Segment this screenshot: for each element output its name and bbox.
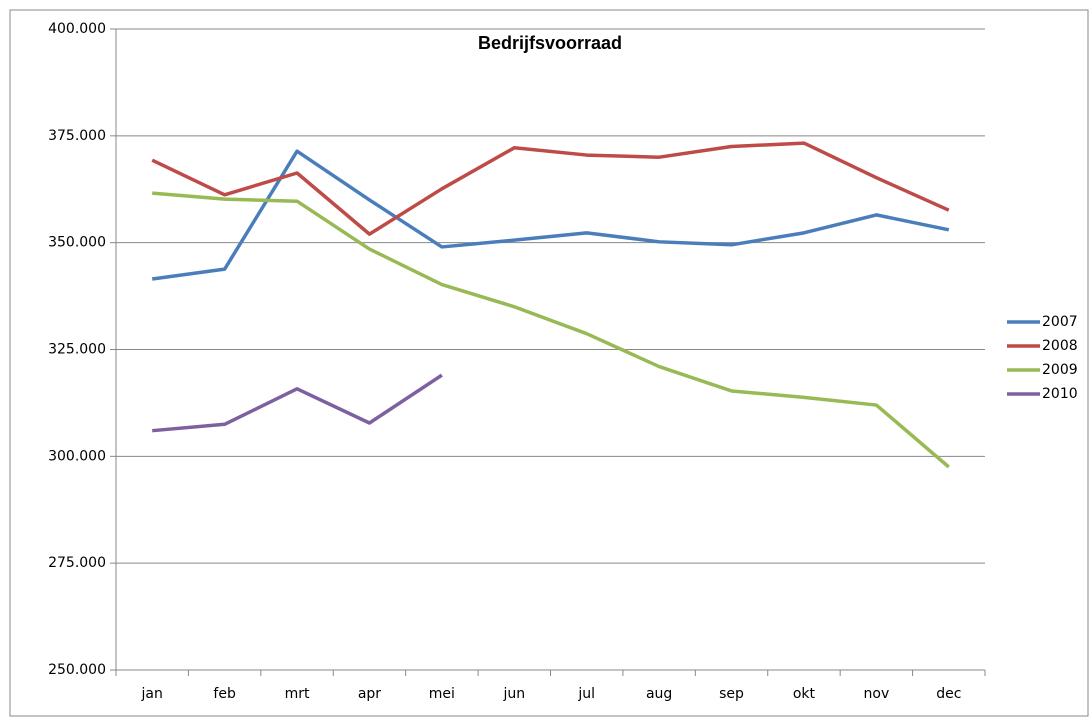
x-tick-label: mei (429, 686, 455, 702)
legend-label: 2008 (1042, 338, 1078, 354)
y-tick-label: 250.000 (48, 662, 106, 678)
series-line (152, 373, 443, 433)
legend-label: 2007 (1042, 314, 1078, 330)
x-tick-label: nov (864, 686, 890, 702)
legend-label: 2010 (1042, 386, 1078, 402)
x-tick-label: dec (936, 686, 961, 702)
x-tick-label: feb (213, 686, 236, 702)
y-tick-label: 350.000 (48, 235, 106, 251)
chart-title: Bedrijfsvoorraad (478, 33, 622, 53)
series-line (151, 149, 950, 281)
y-tick-label: 275.000 (48, 555, 106, 571)
x-tick-label: jul (577, 686, 595, 702)
series-line (152, 191, 950, 469)
x-tick-label: sep (719, 686, 744, 702)
legend-label: 2009 (1042, 362, 1078, 378)
y-tick-label: 400.000 (48, 21, 106, 37)
y-tick-label: 325.000 (48, 342, 106, 358)
series-line (151, 141, 950, 236)
x-tick-label: okt (793, 686, 816, 702)
x-tick-label: mrt (285, 686, 310, 702)
x-tick-label: aug (646, 686, 672, 702)
y-tick-label: 300.000 (48, 448, 106, 464)
y-tick-label: 375.000 (48, 128, 106, 144)
x-tick-label: jun (502, 686, 525, 702)
x-tick-label: apr (358, 686, 381, 702)
x-tick-label: jan (141, 686, 163, 702)
chart-frame (9, 9, 1089, 717)
